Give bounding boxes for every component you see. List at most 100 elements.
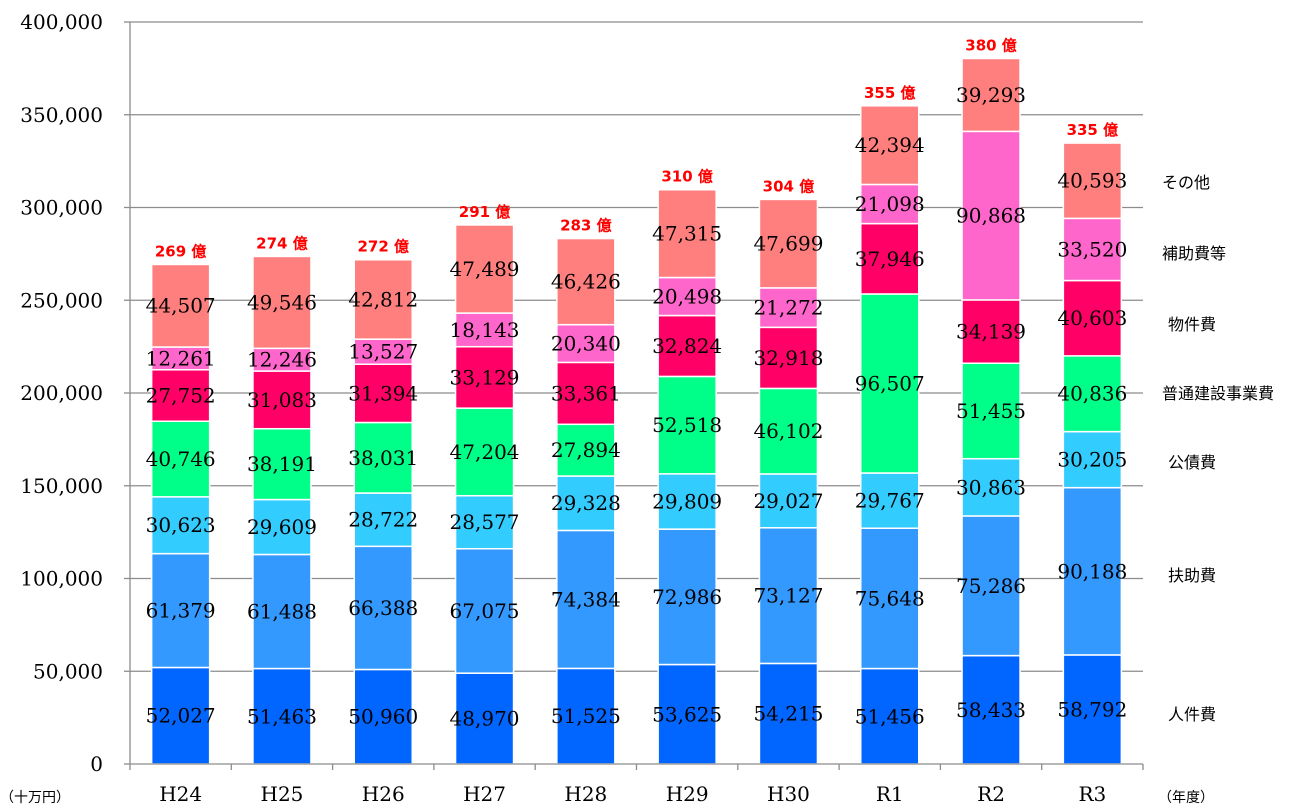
x-tick-label: H30 <box>767 782 810 806</box>
segment-value-label: 42,812 <box>348 287 418 311</box>
bar-segment <box>860 667 920 765</box>
bar-segment <box>353 492 413 548</box>
bar-segment <box>556 237 616 326</box>
y-tick-label: 0 <box>90 752 103 776</box>
bar-segment <box>961 362 1021 460</box>
bar-segment <box>657 188 717 279</box>
bar-segment <box>353 363 413 424</box>
segment-value-label: 13,527 <box>348 340 418 364</box>
bar-segment <box>150 263 211 348</box>
segment-value-label: 44,507 <box>146 294 216 318</box>
segment-value-label: 40,836 <box>1057 382 1127 406</box>
segment-value-label: 27,894 <box>551 438 621 462</box>
x-tick-label: R1 <box>876 782 904 806</box>
total-label: 335 億 <box>1067 121 1119 139</box>
segment-value-label: 51,455 <box>956 399 1026 423</box>
bar-segment <box>252 427 312 501</box>
segment-value-label: 47,489 <box>450 257 520 281</box>
total-label: 310 億 <box>661 168 713 186</box>
bar-segment <box>860 222 920 295</box>
total-labels: 269 億 274 億 272 億 291 億 283 億 310 億 304 億 355 億… <box>155 36 1118 260</box>
bar-segment <box>758 326 819 390</box>
y-tick-label: 150,000 <box>20 474 103 498</box>
bar-segment <box>860 105 920 186</box>
bar-segment <box>961 57 1021 133</box>
bar-segment <box>758 473 819 529</box>
segment-value-label: 52,518 <box>652 413 722 437</box>
segment-value-label: 30,205 <box>1057 448 1127 472</box>
x-tick-label: H26 <box>362 782 405 806</box>
segment-value-label: 29,809 <box>652 489 722 513</box>
segment-value-label: 96,507 <box>855 371 925 395</box>
x-unit-label: （年度） <box>1158 790 1214 806</box>
bar-segment <box>1062 486 1123 656</box>
bar-segment <box>150 369 211 422</box>
x-tick-label: H24 <box>159 782 202 806</box>
segment-value-label: 51,525 <box>551 704 621 728</box>
bar-segment <box>1062 355 1123 433</box>
bar-segment <box>454 407 515 497</box>
bar-segment <box>454 312 515 348</box>
segment-value-label: 52,027 <box>146 704 216 728</box>
bar-segment <box>353 545 413 671</box>
segment-value-label: 42,394 <box>855 133 925 157</box>
segment-value-label: 73,127 <box>753 584 823 608</box>
y-tick-label: 350,000 <box>20 103 103 127</box>
segment-value-label: 37,946 <box>855 247 925 271</box>
total-label: 291 億 <box>459 203 511 221</box>
segment-value-label: 29,609 <box>247 515 317 539</box>
bar-segment <box>1062 217 1123 282</box>
legend-entry: 普通建設事業費 <box>1162 384 1274 403</box>
total-label: 269 億 <box>155 242 207 260</box>
segment-value-label: 20,498 <box>652 285 722 309</box>
segment-value-label: 29,027 <box>753 489 823 513</box>
bar-segment <box>252 370 312 430</box>
segment-value-label: 72,986 <box>652 585 722 609</box>
bar-segment <box>657 314 717 378</box>
bar-segment <box>657 276 717 317</box>
x-tick-label: R3 <box>1078 782 1106 806</box>
segment-value-label: 58,792 <box>1057 697 1127 721</box>
segment-value-label: 75,286 <box>956 574 1026 598</box>
segment-value-label: 21,098 <box>855 192 925 216</box>
legend-entry: 補助費等 <box>1162 244 1226 263</box>
bar-segment <box>150 496 211 555</box>
segment-value-label: 12,246 <box>247 348 317 372</box>
bar-segment <box>556 667 616 765</box>
segment-value-label: 21,272 <box>753 296 823 320</box>
legend-entry: 公債費 <box>1168 453 1216 472</box>
segment-value-label: 34,139 <box>956 320 1026 344</box>
total-label: 283 億 <box>560 217 612 235</box>
y-tick-label: 100,000 <box>20 567 103 591</box>
x-tick-label: H28 <box>564 782 607 806</box>
bar-segment <box>860 293 920 474</box>
bar-segment <box>353 421 413 494</box>
bar-segment <box>758 287 819 329</box>
bar-segment <box>150 666 211 765</box>
segment-value-label: 29,767 <box>855 489 925 513</box>
segment-value-label: 54,215 <box>753 702 823 726</box>
segment-value-label: 53,625 <box>652 702 722 726</box>
segment-value-label: 90,188 <box>1057 559 1127 583</box>
bar-segment <box>657 528 717 666</box>
bar-segment <box>556 529 616 670</box>
segment-labels: 52,027 61,379 30,623 40,746 27,752 12,261 44,5… <box>146 83 1128 731</box>
segment-value-label: 28,722 <box>348 508 418 532</box>
segment-value-label: 28,577 <box>450 510 520 534</box>
segment-value-label: 31,083 <box>247 388 317 412</box>
segment-value-label: 51,456 <box>855 704 925 728</box>
bar-segment <box>961 654 1021 765</box>
y-tick-labels: 0 50,000 100,000 150,000 200,000 250,000 300,0… <box>20 10 103 776</box>
x-tick-label: H25 <box>261 782 304 806</box>
total-label: 272 億 <box>357 238 409 256</box>
y-tick-label: 250,000 <box>20 288 103 312</box>
bar-segment <box>556 475 616 532</box>
segment-value-label: 12,261 <box>146 346 216 370</box>
bar-segment <box>252 255 312 350</box>
segment-value-label: 33,520 <box>1057 237 1127 261</box>
segment-value-label: 50,960 <box>348 705 418 729</box>
segment-value-label: 30,623 <box>146 513 216 537</box>
segment-value-label: 30,863 <box>956 475 1026 499</box>
bar-segment <box>150 552 211 669</box>
